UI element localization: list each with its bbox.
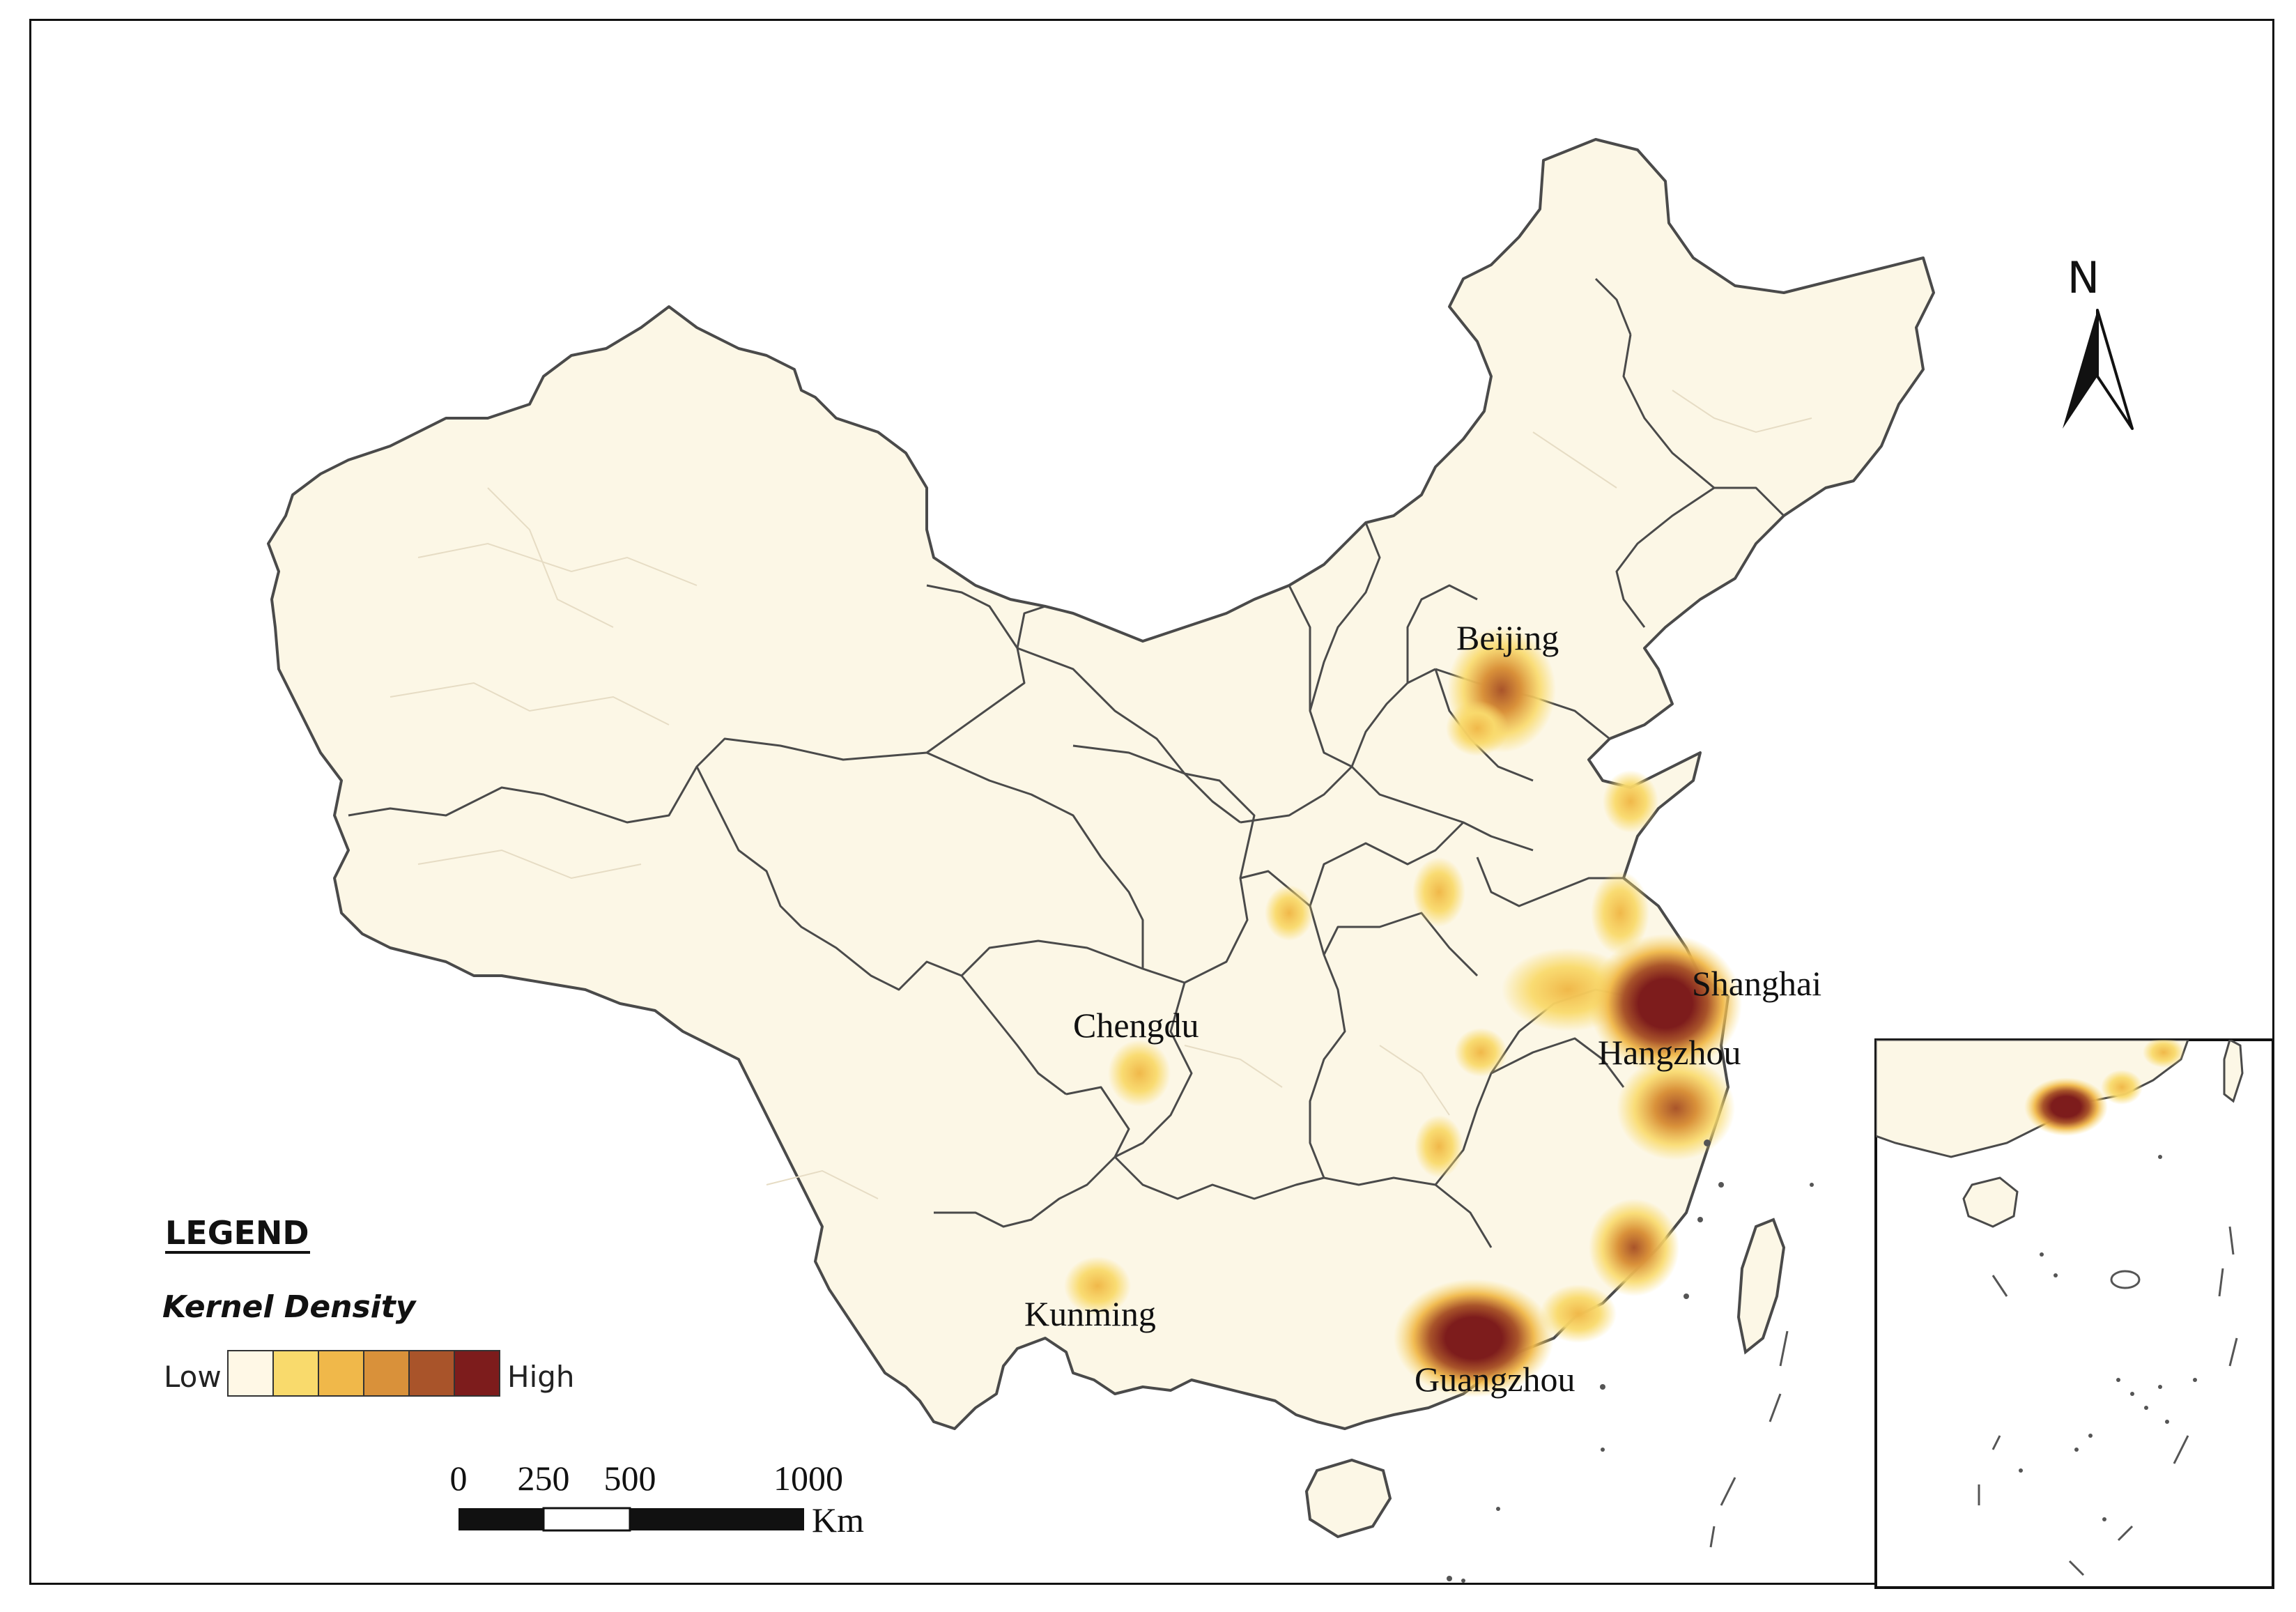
taiwan-island: [1736, 1218, 1786, 1355]
scale-tick-500: 500: [604, 1459, 656, 1498]
scale-tick-0: 0: [450, 1459, 468, 1498]
hotspot-taiyuan: [1265, 885, 1313, 941]
hotspot-beijing-south: [1446, 700, 1509, 756]
city-label-chengdu: Chengdu: [1073, 1006, 1199, 1045]
scale-bar: 0 250 500 1000 Km: [450, 1459, 865, 1540]
province-borders: [348, 277, 1785, 1248]
city-label-beijing: Beijing: [1456, 618, 1559, 657]
hotspot-hangzhou: [1617, 1056, 1735, 1160]
scale-unit: Km: [812, 1500, 864, 1540]
city-label-guangzhou: Guangzhou: [1415, 1360, 1575, 1399]
north-arrow: N: [2063, 252, 2134, 430]
legend-high-label: High: [507, 1360, 575, 1394]
hotspot-shanghai: [1589, 934, 1742, 1073]
hotspot-nanjing-north: [1591, 871, 1649, 955]
north-label: N: [2067, 252, 2099, 303]
hotspot-wuhan: [1454, 1028, 1507, 1077]
legend-swatch-4: [363, 1350, 410, 1397]
hotspot-kunming: [1064, 1257, 1131, 1315]
legend-swatch-1: [227, 1350, 274, 1397]
inset-taiwan: [2223, 1040, 2244, 1103]
hotspot-qingdao: [1603, 770, 1658, 833]
city-label-kunming: Kunming: [1024, 1294, 1156, 1333]
legend-swatch-3: [318, 1350, 364, 1397]
legend-swatch-6: [454, 1350, 500, 1397]
legend-title: LEGEND: [165, 1214, 309, 1252]
hotspot-xiamen: [1540, 1284, 1617, 1343]
hotspot-fuzhou: [1589, 1199, 1679, 1296]
coastal-islands: [1447, 1139, 1814, 1583]
hainan-island: [1304, 1458, 1392, 1539]
hotspot-guangzhou: [1394, 1279, 1554, 1397]
scale-tick-1000: 1000: [773, 1459, 843, 1498]
hotspot-changsha: [1415, 1115, 1463, 1178]
city-label-shanghai: Shanghai: [1692, 964, 1821, 1003]
legend: LEGEND Kernel Density Low High: [162, 1214, 575, 1397]
inset-map: [1874, 1038, 2274, 1589]
county-borders: [390, 390, 1812, 1199]
legend-swatch-5: [408, 1350, 455, 1397]
scale-tick-250: 250: [518, 1459, 570, 1498]
city-labels: Beijing Shanghai Hangzhou Chengdu Kunmin…: [1024, 618, 1821, 1399]
north-arrow-icon: [2063, 309, 2134, 430]
inset-hainan: [1962, 1176, 2019, 1228]
legend-swatch-2: [272, 1350, 319, 1397]
legend-low-label: Low: [164, 1360, 222, 1394]
legend-color-ramp: [227, 1350, 500, 1397]
china-landmass: [267, 138, 1935, 1430]
hotspot-zhengzhou: [1412, 857, 1465, 927]
city-label-hangzhou: Hangzhou: [1598, 1033, 1741, 1072]
density-hotspots: [1064, 627, 1742, 1397]
hotspot-chengdu: [1108, 1040, 1171, 1107]
legend-subtitle: Kernel Density: [162, 1289, 417, 1325]
sea-boundary-dashes: [1709, 1330, 1789, 1548]
